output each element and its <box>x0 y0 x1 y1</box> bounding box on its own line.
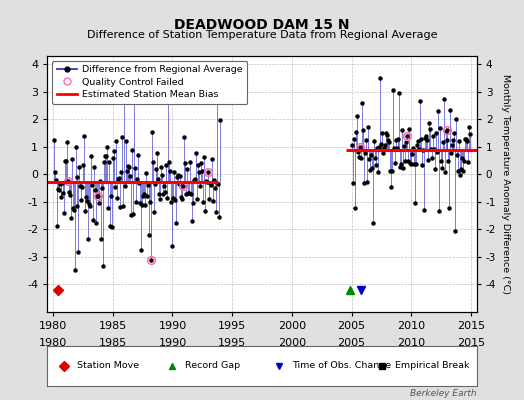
Text: Station Move: Station Move <box>77 362 139 370</box>
Y-axis label: Monthly Temperature Anomaly Difference (°C): Monthly Temperature Anomaly Difference (… <box>501 74 510 294</box>
Text: 2010: 2010 <box>397 338 425 348</box>
Text: Berkeley Earth: Berkeley Earth <box>410 389 477 398</box>
Text: 2005: 2005 <box>337 338 366 348</box>
Text: Difference of Station Temperature Data from Regional Average: Difference of Station Temperature Data f… <box>87 30 437 40</box>
Text: Empirical Break: Empirical Break <box>395 362 470 370</box>
Text: 1980: 1980 <box>39 338 67 348</box>
Text: DEADWOOD DAM 15 N: DEADWOOD DAM 15 N <box>174 18 350 32</box>
Text: 2000: 2000 <box>278 338 306 348</box>
Text: 1985: 1985 <box>99 338 127 348</box>
Legend: Difference from Regional Average, Quality Control Failed, Estimated Station Mean: Difference from Regional Average, Qualit… <box>52 61 247 104</box>
Text: 1990: 1990 <box>158 338 187 348</box>
Text: Record Gap: Record Gap <box>184 362 240 370</box>
Text: 2015: 2015 <box>457 338 485 348</box>
Text: 1995: 1995 <box>218 338 246 348</box>
Text: Time of Obs. Change: Time of Obs. Change <box>292 362 391 370</box>
